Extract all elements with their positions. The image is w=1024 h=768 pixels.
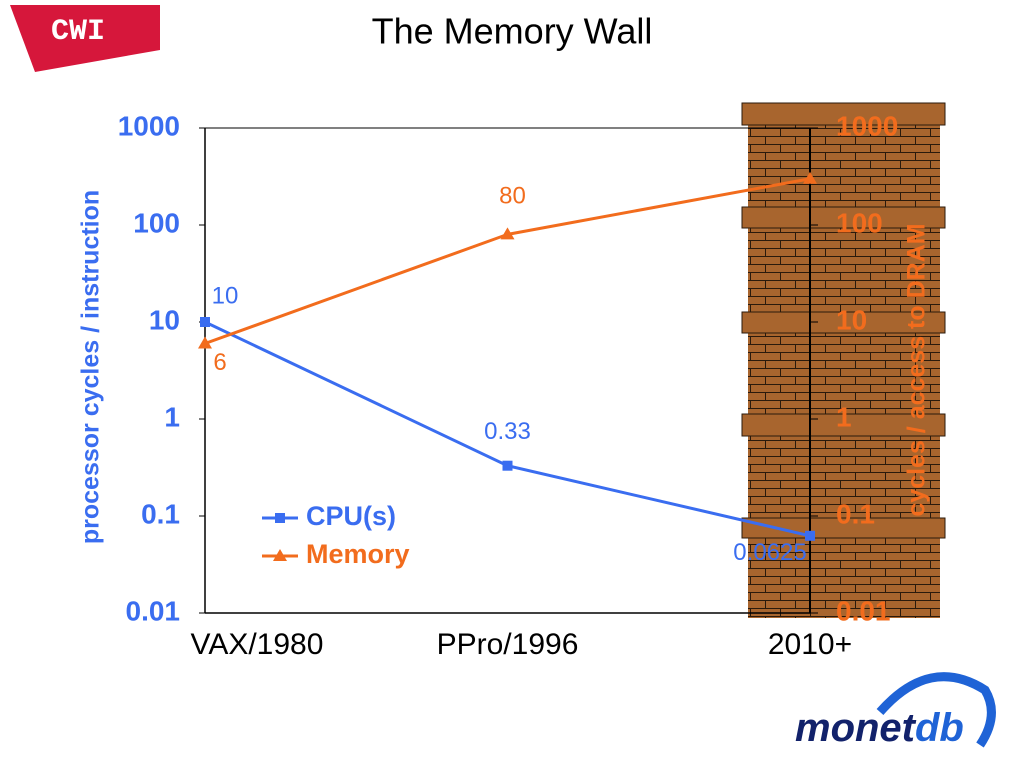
x-tick-label: PPro/1996 [437,628,579,661]
logo-text: monetdb [795,706,964,750]
brick-wall [741,102,946,618]
y2-tick-label: 100 [836,207,883,238]
y2-tick-label: 1000 [836,110,898,141]
wall-plank [741,413,946,437]
logo-b: db [915,706,964,750]
x-tick-label: 2010+ [768,628,852,661]
y-tick-label: 0.1 [141,498,180,529]
marker [803,171,817,184]
slide-title: The Memory Wall [372,11,653,52]
y2-tick-label: 10 [836,304,867,335]
legend-label: CPU(s) [306,501,396,531]
data-label: 10 [212,282,239,309]
marker [200,317,210,327]
cwi-logo: CWI [51,15,105,49]
y-axis-label: processor cycles / instruction [77,190,105,544]
x-tick-label: VAX/1980 [191,628,324,661]
marker [805,530,815,541]
marker [198,336,212,349]
marker [273,549,287,561]
data-label: 0.33 [484,418,531,445]
wall-plank [741,206,946,229]
y2-axis-label: cycles / access to DRAM [903,223,931,516]
y2-tick-label: 0.01 [836,595,891,626]
y-tick-label: 1000 [118,110,180,141]
wall-plank [741,311,946,334]
marker [500,227,515,240]
logo-swoosh [876,672,996,748]
data-label: 0.0625 [733,539,806,566]
y-tick-label: 1 [164,401,180,432]
y-tick-label: 10 [149,304,180,335]
marker [275,513,285,523]
data-label: 6 [213,349,226,376]
y2-tick-label: 1 [836,401,852,432]
cwi-logo-bg [10,5,160,72]
logo-a: monet [795,706,917,750]
data-label: 80 [499,183,526,210]
y-tick-label: 100 [133,207,180,238]
y-tick-label: 0.01 [126,595,181,626]
monetdb-logo: monetdb [795,672,996,750]
legend-label: Memory [306,539,410,569]
chart: 1000 100 10 1 0.1 0.01 1000 100 10 1 0.1 0.01 VAX/19… [77,110,931,661]
wall-plank [741,102,946,126]
y2-tick-label: 0.1 [836,498,875,529]
marker [502,460,513,471]
